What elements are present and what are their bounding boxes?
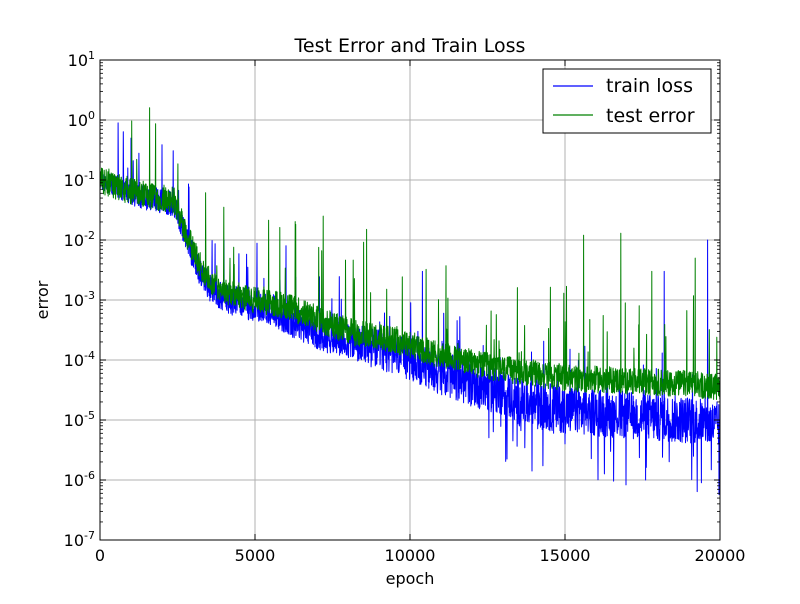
y-tick-label: 10-5 xyxy=(64,409,95,430)
y-tick-label: 101 xyxy=(68,49,95,70)
series-line-test-error xyxy=(100,107,720,400)
x-tick-label: 0 xyxy=(95,546,105,565)
y-tick-label: 10-3 xyxy=(64,289,95,310)
grid-lines xyxy=(100,60,720,540)
series-lines xyxy=(100,107,720,495)
legend: train loss test error xyxy=(542,68,712,134)
y-tick-label: 10-4 xyxy=(64,349,95,370)
y-tick-label: 10-1 xyxy=(64,169,95,190)
y-tick-label: 10-2 xyxy=(64,229,95,250)
x-tick-label: 10000 xyxy=(385,546,436,565)
chart-title: Test Error and Train Loss xyxy=(294,35,526,57)
axis-ticks: 0 5000 10000 15000 20000 101 100 10-1 10-2 10-3 10… xyxy=(64,49,746,565)
x-axis-label: epoch xyxy=(386,569,435,588)
x-tick-label: 5000 xyxy=(235,546,276,565)
y-axis-label: error xyxy=(33,280,52,319)
legend-box xyxy=(542,68,712,134)
x-tick-label: 15000 xyxy=(540,546,591,565)
legend-label-test-error: test error xyxy=(606,105,695,127)
x-tick-label: 20000 xyxy=(695,546,746,565)
y-tick-label: 10-7 xyxy=(64,529,95,550)
y-tick-label: 10-6 xyxy=(64,469,95,490)
y-tick-label: 100 xyxy=(68,109,95,130)
legend-label-train-loss: train loss xyxy=(606,75,693,97)
